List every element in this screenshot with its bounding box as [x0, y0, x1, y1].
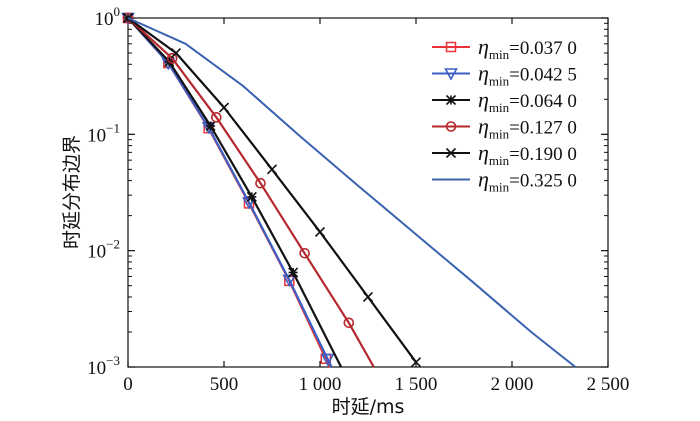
series-layer: [121, 12, 577, 368]
legend-label: ηmin=0.127 0: [478, 114, 577, 142]
legend-marker: [445, 121, 457, 132]
y-tick-base: 10: [87, 125, 106, 146]
data-point-marker: [242, 197, 256, 210]
legend-value: =0.037 0: [509, 38, 577, 59]
series-line: [127, 17, 375, 368]
legend-label: ηmin=0.037 0: [478, 34, 577, 62]
series-2: [122, 12, 343, 368]
x-tick-label: 1 000: [299, 374, 342, 395]
legend-subscript: min: [489, 153, 510, 168]
data-point-marker: [211, 112, 222, 123]
series-1: [121, 12, 335, 368]
data-point-marker: [266, 164, 278, 175]
y-tick-base: 10: [95, 9, 114, 30]
data-point-marker: [255, 177, 266, 189]
legend-subscript: min: [489, 47, 510, 62]
x-tick-label: 1 500: [395, 374, 438, 395]
series-line: [127, 17, 577, 368]
y-tick-label: 100: [95, 4, 121, 30]
legend-value: =0.325 0: [509, 171, 577, 192]
legend-entry: ηmin=0.064 0: [432, 87, 577, 115]
x-tick-label: 2 500: [587, 374, 630, 395]
legend-subscript: min: [489, 180, 510, 195]
series-line: [127, 17, 343, 368]
y-tick-label: 10−3: [87, 353, 120, 379]
legend-entry: ηmin=0.037 0: [432, 34, 577, 62]
y-axis-label: 时延分布边界: [61, 135, 83, 249]
legend-symbol: η: [478, 114, 489, 139]
plot-frame: [127, 17, 609, 368]
legend-marker: [445, 41, 457, 53]
legend-subscript: min: [489, 127, 510, 142]
legend-entry: ηmin=0.127 0: [432, 114, 577, 142]
legend-value: =0.190 0: [509, 144, 577, 165]
legend-marker: [445, 147, 457, 159]
data-point-marker: [288, 267, 299, 278]
data-point-marker: [314, 226, 326, 237]
legend-entry: ηmin=0.325 0: [432, 167, 577, 195]
legend-entry: ηmin=0.042 5: [432, 61, 577, 89]
legend-symbol: η: [478, 61, 489, 86]
legend-symbol: η: [478, 140, 489, 165]
legend-subscript: min: [489, 74, 510, 89]
legend-value: =0.064 0: [509, 91, 577, 112]
data-point-marker: [246, 191, 257, 202]
x-tick-label: 0: [123, 374, 133, 395]
legend-label: ηmin=0.325 0: [478, 167, 577, 195]
x-tick-label: 500: [210, 374, 239, 395]
y-tick-exponent: −2: [106, 237, 120, 252]
legend-value: =0.042 5: [509, 65, 577, 86]
series-line: [127, 17, 331, 368]
legend-marker: [444, 68, 458, 81]
legend-symbol: η: [478, 34, 489, 59]
x-axis-label: 时延/ms: [332, 396, 405, 418]
legend-subscript: min: [489, 100, 510, 115]
data-point-marker: [299, 247, 310, 259]
y-tick-exponent: −1: [106, 120, 120, 135]
y-tick-label: 10−1: [87, 120, 120, 146]
data-point-marker: [320, 353, 335, 367]
y-tick-base: 10: [87, 358, 106, 379]
series-5: [127, 17, 577, 368]
legend-marker: [445, 94, 457, 106]
legend-label: ηmin=0.042 5: [478, 61, 577, 89]
y-tick-exponent: −3: [106, 353, 120, 368]
data-point-marker: [122, 12, 134, 24]
legend-label: ηmin=0.064 0: [478, 87, 577, 115]
data-point-marker: [170, 47, 182, 59]
x-tick-label: 2 000: [491, 374, 534, 395]
legend-entry: ηmin=0.190 0: [432, 140, 577, 168]
data-point-marker: [166, 53, 178, 64]
legend-symbol: η: [478, 167, 489, 192]
legend-symbol: η: [478, 87, 489, 112]
data-point-marker: [362, 291, 374, 303]
series-3: [122, 12, 375, 368]
legend-label: ηmin=0.190 0: [478, 140, 577, 168]
y-tick-label: 10−2: [87, 237, 120, 263]
data-point-marker: [205, 120, 216, 132]
y-tick-base: 10: [87, 242, 106, 263]
data-point-marker: [410, 357, 422, 368]
series-0: [122, 12, 332, 368]
legend-value: =0.127 0: [509, 118, 577, 139]
y-tick-exponent: 0: [114, 4, 121, 19]
data-point-marker: [218, 102, 230, 113]
series-line: [127, 17, 333, 368]
data-point-marker: [343, 317, 355, 329]
